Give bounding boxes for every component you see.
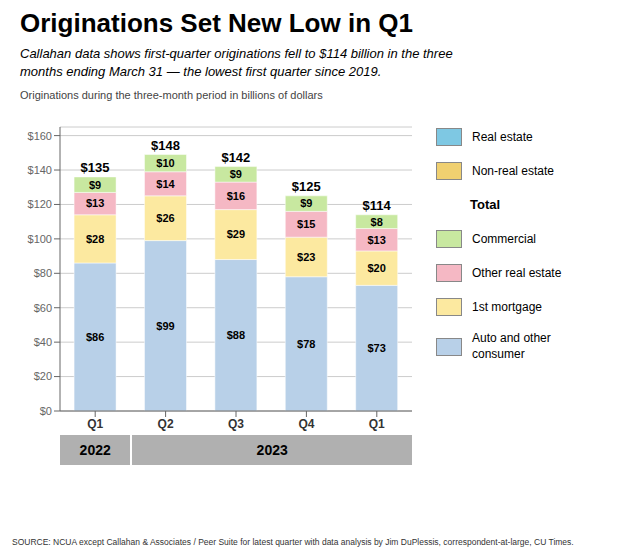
svg-text:$16: $16 — [227, 190, 245, 202]
svg-text:$160: $160 — [28, 130, 52, 142]
svg-text:$13: $13 — [86, 198, 104, 210]
svg-text:$15: $15 — [297, 219, 315, 231]
svg-text:$80: $80 — [34, 268, 52, 280]
svg-text:$78: $78 — [297, 338, 315, 350]
html-text:Originations during the three-: Originations during the three-month peri… — [20, 89, 323, 102]
html-text:SOURCE: NCUA except Callahan &: SOURCE: NCUA except Callahan & Associate… — [12, 537, 574, 547]
svg-text:$86: $86 — [86, 331, 104, 343]
svg-text:$10: $10 — [156, 157, 174, 169]
svg-text:$8: $8 — [371, 216, 383, 228]
svg-text:$60: $60 — [34, 302, 52, 314]
html-text:Total: Total — [470, 196, 501, 212]
svg-text:$100: $100 — [28, 233, 52, 245]
html-text:2022: 2022 — [79, 442, 111, 459]
svg-text:$9: $9 — [300, 198, 312, 210]
svg-text:$88: $88 — [227, 330, 245, 342]
svg-text:$29: $29 — [227, 229, 245, 241]
html-text:Auto and other consumer: Auto and other consumer — [472, 331, 551, 361]
html-text:Other real estate: Other real estate — [472, 265, 562, 280]
svg-text:$135: $135 — [81, 160, 110, 175]
svg-text:$114: $114 — [363, 198, 392, 213]
svg-text:$73: $73 — [368, 342, 386, 354]
svg-text:$13: $13 — [368, 234, 386, 246]
svg-text:Q3: Q3 — [228, 417, 244, 431]
svg-text:$0: $0 — [40, 405, 52, 417]
svg-text:Q2: Q2 — [158, 417, 174, 431]
svg-text:$14: $14 — [156, 178, 175, 190]
svg-text:$142: $142 — [221, 150, 250, 165]
svg-text:$20: $20 — [368, 262, 386, 274]
svg-text:$26: $26 — [156, 213, 174, 225]
svg-text:$23: $23 — [297, 251, 315, 263]
svg-text:$125: $125 — [292, 179, 321, 194]
svg-text:$140: $140 — [28, 164, 52, 176]
html-text:Non-real estate: Non-real estate — [472, 163, 554, 178]
svg-text:$28: $28 — [86, 233, 104, 245]
svg-text:$20: $20 — [34, 371, 52, 383]
html-text:Real estate: Real estate — [472, 129, 533, 144]
html-text:1st mortgage: 1st mortgage — [472, 299, 542, 314]
svg-text:Q1: Q1 — [369, 417, 385, 431]
svg-text:$40: $40 — [34, 336, 52, 348]
svg-text:$9: $9 — [230, 169, 242, 181]
svg-text:$99: $99 — [156, 320, 174, 332]
html-text:Commercial: Commercial — [472, 231, 536, 246]
svg-text:$148: $148 — [151, 138, 180, 153]
html-text:Originations Set New Low in Q1: Originations Set New Low in Q1 — [20, 8, 413, 38]
svg-text:Q4: Q4 — [298, 417, 314, 431]
svg-text:Q1: Q1 — [87, 417, 103, 431]
svg-text:$120: $120 — [28, 199, 52, 211]
html-text:Callahan data shows first-quar: Callahan data shows first-quarter origin… — [20, 46, 453, 80]
svg-text:$9: $9 — [89, 179, 101, 191]
html-text:2023: 2023 — [256, 442, 288, 459]
